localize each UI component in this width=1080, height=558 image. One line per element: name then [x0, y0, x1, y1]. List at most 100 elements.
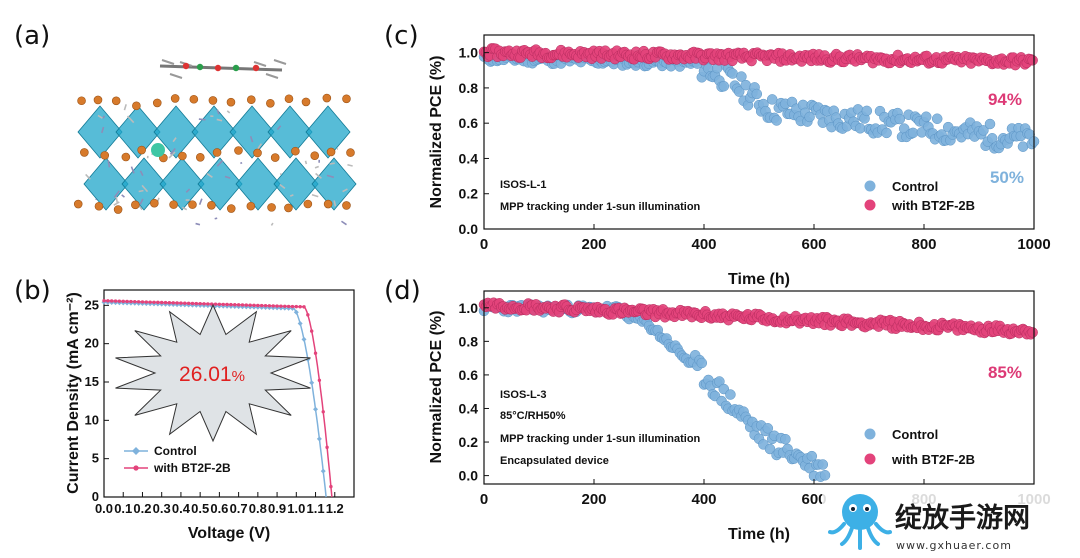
chart-b-point-bt2f — [113, 299, 118, 303]
chart-c-xtick-label: 600 — [801, 236, 826, 253]
spacer-bond — [141, 184, 149, 193]
halide-atom — [80, 148, 89, 157]
chart-b-point-bt2f — [256, 303, 260, 308]
octahedron — [235, 157, 281, 211]
chart-c-point-control — [733, 86, 745, 97]
pce-starburst-label: 26.01% — [179, 363, 245, 386]
legend-bt2f-marker — [864, 453, 876, 465]
chart-b-point-bt2f — [275, 304, 279, 308]
chart-b-ytick-label: 25 — [85, 297, 99, 312]
chart-b-point-bt2f — [159, 300, 164, 305]
spacer-bond — [249, 135, 254, 143]
chart-b-point-bt2f — [248, 303, 252, 307]
halide-atom — [111, 96, 121, 106]
halide-atom — [212, 148, 222, 157]
chart-c-point-control — [727, 68, 738, 79]
chart-d-point-control — [806, 450, 818, 462]
chart-b-point-bt2f — [109, 299, 114, 303]
watermark: 绽放手游网 www.gxhuaer.com — [822, 490, 1074, 554]
octahedron — [115, 105, 161, 159]
chart-b-point-bt2f — [167, 301, 172, 305]
chart-b-xtick-label: 1.0 — [287, 501, 305, 516]
chart-c-legend: Control with BT2F-2B — [864, 179, 975, 213]
spacer-bond — [85, 173, 91, 180]
spacer-bond — [102, 115, 106, 119]
chart-b-ytick-label: 20 — [85, 336, 99, 351]
octahedron — [273, 157, 319, 211]
spacer-bond — [341, 220, 347, 226]
chart-d-point-control — [780, 433, 791, 445]
chart-d-point-control — [764, 443, 776, 455]
chart-c-point-control — [978, 125, 989, 136]
halide-atom — [195, 153, 205, 162]
legend-control-label: Control — [892, 427, 938, 442]
chart-b-point-bt2f — [321, 410, 325, 414]
spacer-bond — [224, 175, 231, 179]
chart-b-point-bt2f — [152, 300, 156, 304]
chart-d-xlabel: Time (h) — [728, 526, 790, 543]
halide-atom — [310, 151, 320, 160]
halide-atom — [150, 198, 159, 208]
halide-atom — [326, 147, 336, 157]
halide-atom — [208, 96, 218, 105]
spacer-bond — [326, 174, 335, 179]
chart-b-point-bt2f — [202, 302, 206, 306]
chart-b-point-bt2f — [175, 301, 179, 305]
chart-b-xtick-label: 0.5 — [191, 501, 209, 516]
chart-b-point-bt2f — [163, 300, 168, 305]
spacer-bond — [214, 217, 218, 220]
spacer-bond — [115, 196, 119, 204]
panel-b-letter: (b) — [14, 276, 51, 306]
halide-atom — [270, 153, 280, 162]
chart-b-point-bt2f — [186, 301, 191, 306]
chart-b-point-bt2f — [190, 301, 195, 306]
spacer-bond — [113, 201, 120, 206]
chart-c-point-control — [920, 111, 932, 122]
octahedron — [77, 105, 123, 159]
chart-b-xtick-label: 1.1 — [306, 501, 324, 516]
halide-atom — [342, 94, 351, 104]
halide-atom — [284, 94, 294, 104]
chart-d-xtick-label: 600 — [801, 491, 826, 508]
chart-d-point-control — [762, 423, 774, 434]
molecule-atom — [232, 64, 240, 72]
halide-atom — [113, 205, 123, 214]
spacer-bond — [216, 118, 223, 122]
halide-atom — [284, 203, 293, 213]
chart-b-point-control — [293, 309, 299, 315]
chart-b-point-bt2f — [121, 299, 125, 304]
chart-c-ytick-label: 0.8 — [459, 80, 479, 96]
halide-atom — [226, 204, 236, 213]
legend-control-label: Control — [892, 179, 938, 194]
spacer-bond — [240, 161, 243, 165]
chart-b-point-bt2f — [179, 301, 183, 305]
molecule-bond — [273, 59, 287, 65]
halide-atom — [131, 200, 140, 210]
halide-atom — [94, 201, 104, 211]
chart-c-point-control — [751, 88, 763, 100]
spacer-bond — [101, 126, 105, 134]
watermark-url: www.gxhuaer.com — [896, 539, 1012, 552]
chart-c-point-control — [718, 80, 730, 92]
spacer-bond — [314, 165, 320, 169]
chart-b-ytick-label: 5 — [92, 451, 99, 466]
halide-atom — [267, 203, 276, 212]
chart-d-point-control — [696, 357, 708, 369]
molecule-atom — [252, 64, 260, 72]
chart-d-xtick-label: 400 — [691, 491, 716, 508]
chart-c-ylabel: Normalized PCE (%) — [428, 56, 445, 209]
halide-atom — [121, 152, 131, 162]
chart-c-point-control — [740, 79, 752, 91]
chart-c-point-control — [984, 118, 996, 130]
chart-b-point-bt2f — [244, 303, 249, 307]
chart-d-point-control — [817, 459, 829, 470]
spacer-bond — [198, 198, 203, 205]
legend-control-marker — [864, 180, 876, 192]
chart-b-point-bt2f — [283, 304, 287, 308]
chart-b-point-bt2f — [290, 304, 295, 309]
chart-b-xtick-label: 0.7 — [230, 501, 248, 516]
chart-b-point-bt2f — [229, 302, 233, 307]
chart-b-xtick-label: 0.2 — [133, 501, 151, 516]
spacer-bond — [329, 162, 335, 165]
